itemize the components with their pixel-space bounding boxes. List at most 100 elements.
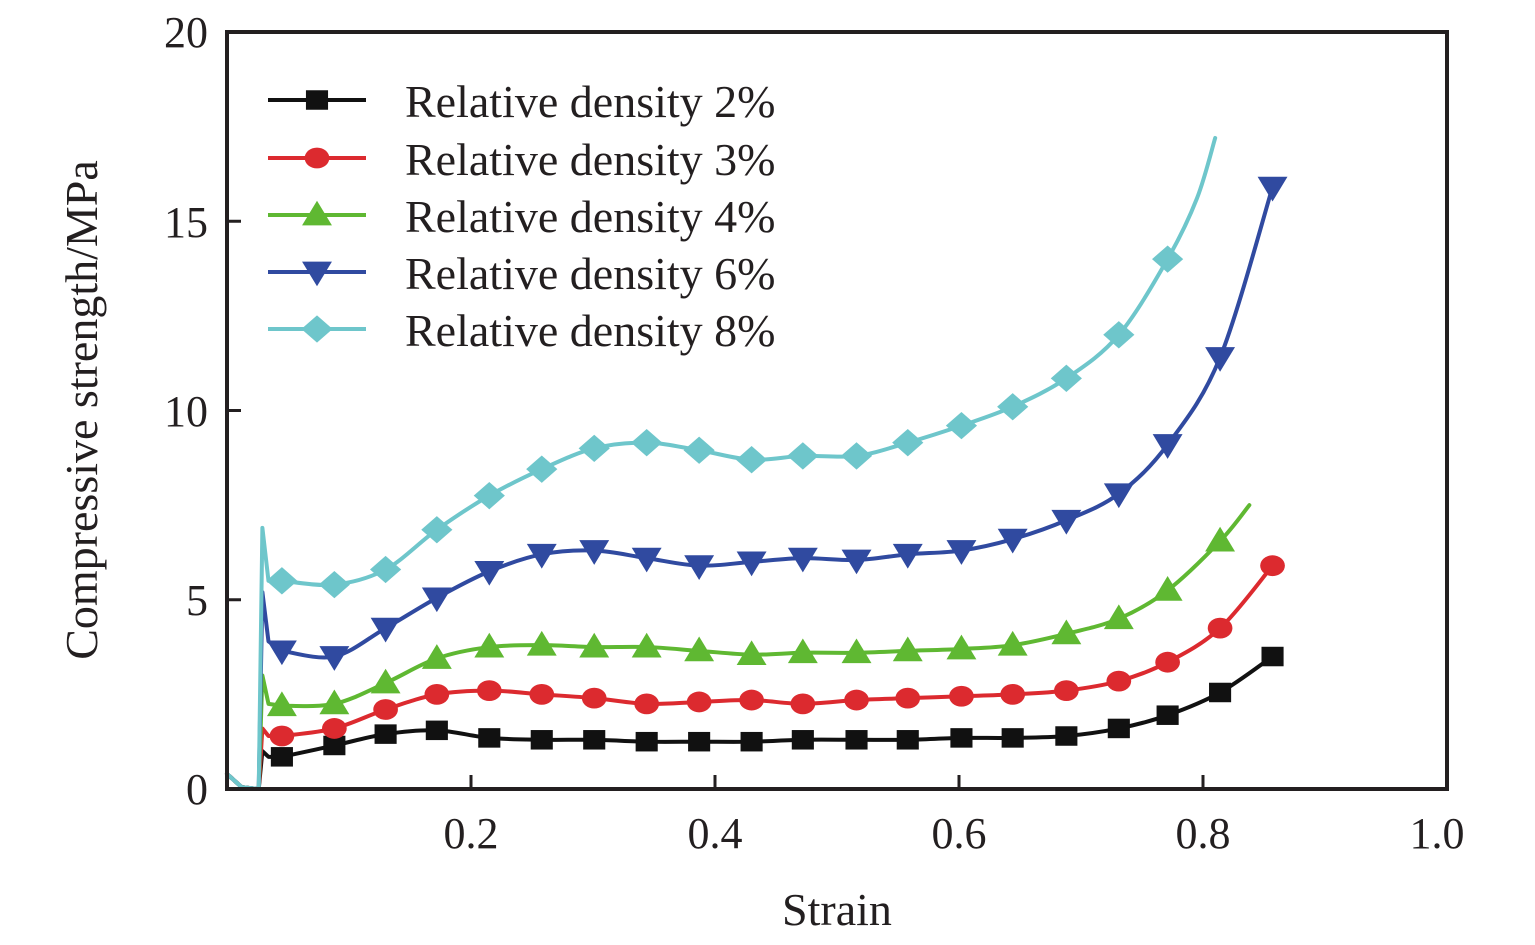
- data-point-circle: [529, 683, 555, 705]
- data-point-triangle-down: [1205, 347, 1236, 372]
- legend-item: Relative density 6%: [268, 248, 775, 299]
- data-point-triangle-down: [266, 640, 297, 666]
- data-point-circle: [686, 691, 712, 713]
- data-point-diamond: [421, 516, 453, 544]
- data-point-circle: [581, 687, 607, 709]
- data-point-square: [688, 731, 711, 752]
- legend-label: Relative density 6%: [405, 248, 775, 299]
- data-point-triangle-down: [787, 547, 818, 573]
- data-point-square: [635, 731, 658, 752]
- data-point-triangle-up: [302, 200, 332, 226]
- data-point-diamond: [370, 555, 402, 584]
- data-point-triangle-up: [736, 640, 767, 666]
- data-point-square: [845, 730, 868, 750]
- data-point-triangle-up: [421, 644, 452, 669]
- data-point-triangle-down: [1051, 509, 1082, 535]
- data-point-diamond: [892, 429, 924, 457]
- series-relative-density-2: [225, 646, 1284, 791]
- y-axis-title: Compressive strength/MPa: [56, 160, 107, 660]
- data-point-diamond: [840, 442, 873, 470]
- data-point-square: [374, 724, 397, 744]
- legend-label: Relative density 8%: [405, 305, 775, 356]
- legend-item: Relative density 8%: [268, 305, 775, 356]
- legend: Relative density 2% Relative density 3% …: [268, 76, 775, 356]
- data-point-triangle-down: [1152, 434, 1183, 459]
- data-point-triangle-up: [266, 691, 297, 717]
- data-point-circle: [1207, 617, 1233, 639]
- data-point-triangle-up: [319, 689, 350, 715]
- series-layer: [225, 135, 1288, 791]
- data-point-square: [478, 728, 501, 748]
- data-point-diamond: [301, 315, 333, 343]
- series-relative-density-3: [225, 555, 1285, 791]
- data-point-square: [305, 90, 329, 110]
- data-point-diamond: [631, 429, 663, 457]
- x-axis-title: Strain: [782, 884, 892, 935]
- data-point-triangle-up: [1152, 575, 1183, 601]
- data-point-square: [950, 728, 973, 748]
- series-relative-density-4: [225, 503, 1252, 791]
- data-point-diamond: [578, 434, 610, 462]
- legend-label: Relative density 2%: [405, 76, 775, 127]
- data-point-triangle-up: [579, 632, 610, 658]
- data-point-square: [740, 731, 763, 752]
- data-point-circle: [790, 693, 816, 715]
- y-tick-label: 5: [186, 576, 208, 625]
- data-point-triangle-down: [684, 555, 715, 580]
- x-tick-label: 1.0: [1410, 809, 1465, 858]
- data-point-triangle-down: [631, 547, 662, 573]
- series-line: [225, 503, 1252, 791]
- data-point-triangle-down: [370, 617, 401, 643]
- data-point-triangle-down: [579, 540, 610, 565]
- data-point-diamond: [736, 446, 768, 474]
- y-tick-label: 0: [186, 765, 208, 814]
- x-tick-label: 0.2: [444, 809, 499, 858]
- data-point-square: [1107, 718, 1130, 739]
- data-point-circle: [844, 689, 869, 711]
- data-point-square: [270, 747, 293, 767]
- data-point-triangle-up: [841, 638, 872, 664]
- data-point-square: [896, 730, 919, 750]
- legend-label: Relative density 3%: [405, 134, 775, 185]
- data-point-triangle-up: [1205, 526, 1236, 552]
- data-point-triangle-up: [997, 630, 1028, 656]
- data-point-triangle-down: [736, 551, 767, 577]
- legend-swatch: [268, 200, 366, 226]
- data-point-square: [1001, 728, 1024, 748]
- data-point-circle: [634, 693, 660, 715]
- data-point-circle: [1155, 651, 1180, 673]
- data-point-triangle-down: [946, 540, 977, 565]
- data-point-circle: [1106, 670, 1132, 692]
- legend-item: Relative density 3%: [268, 134, 775, 185]
- data-point-triangle-up: [946, 634, 977, 660]
- data-point-diamond: [997, 393, 1029, 421]
- data-point-triangle-down: [892, 543, 923, 569]
- data-point-diamond: [526, 455, 558, 483]
- data-point-triangle-up: [370, 668, 401, 694]
- data-point-triangle-down: [474, 560, 505, 586]
- data-point-diamond: [1103, 321, 1135, 349]
- data-point-triangle-up: [1051, 619, 1082, 645]
- data-point-diamond: [1152, 245, 1184, 273]
- data-point-square: [1261, 646, 1284, 667]
- data-point-triangle-down: [319, 646, 350, 671]
- data-point-circle: [476, 680, 502, 701]
- data-point-diamond: [683, 436, 715, 464]
- data-point-square: [425, 720, 448, 741]
- data-point-circle: [304, 147, 330, 169]
- data-point-circle: [373, 699, 398, 720]
- data-point-circle: [739, 689, 764, 711]
- legend-item: Relative density 4%: [268, 191, 775, 242]
- data-point-square: [1055, 726, 1078, 746]
- data-point-triangle-down: [421, 587, 452, 613]
- series-relative-density-8: [225, 135, 1218, 791]
- data-point-circle: [424, 683, 450, 705]
- data-point-triangle-up: [787, 638, 818, 664]
- data-point-circle: [1000, 683, 1026, 705]
- x-tick-label: 0.6: [932, 809, 987, 858]
- y-tick-label: 20: [164, 8, 208, 57]
- data-point-triangle-down: [841, 549, 872, 575]
- data-point-diamond: [266, 567, 298, 595]
- data-point-triangle-up: [526, 630, 557, 656]
- data-point-circle: [1054, 680, 1079, 701]
